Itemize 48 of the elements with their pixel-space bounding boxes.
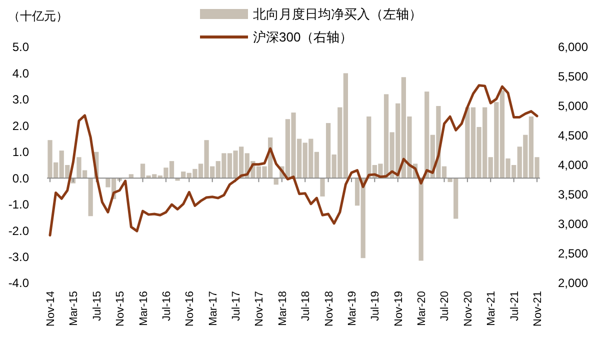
y2-tick-label: 5,500 [558,70,588,84]
x-tick-label: Jul-19 [370,291,382,321]
x-tick-label: Jul-17 [230,291,243,321]
x-tick-label: Mar-20 [416,291,428,326]
x-tick-label: Jul-16 [160,291,173,321]
y2-tick-label: 4,000 [558,158,588,172]
x-tick-label: Nov-18 [323,291,336,326]
x-tick-label: Jul-21 [508,291,521,321]
x-tick-label: Mar-16 [138,291,150,326]
line-series [48,84,538,236]
legend-label: 北向月度日均净买入（左轴） [253,6,422,22]
x-tick-label: Nov-14 [45,291,57,326]
y-tick-label: -4.0 [8,276,30,290]
x-tick-label: Nov-16 [184,291,196,326]
y2-tick-label: 6,000 [558,40,588,54]
bar [418,178,424,261]
y2-tick-label: 5,000 [558,99,588,114]
y-tick-label: -1.0 [8,198,30,212]
x-tick-label: Jul-18 [300,291,312,321]
x-tick-label: Mar-21 [486,291,498,326]
bar [88,178,93,216]
y2-tick-label: 4,500 [558,128,588,143]
y2-tick-label: 3,500 [558,188,588,202]
x-tick-label: Jul-20 [439,291,452,321]
y2-tick-label: 2,500 [558,246,588,261]
x-tick-label: Nov-19 [392,291,405,326]
y-tick-label: 3.0 [12,92,30,107]
x-tick-label: Nov-17 [254,291,266,326]
y-tick-label: -2.0 [8,224,30,238]
x-tick-label: Mar-18 [276,291,289,326]
bar [320,178,325,196]
y-tick-label: 1.0 [12,145,30,160]
y2-tick-label: 3,000 [558,217,588,232]
y-axis-title: （十亿元） [8,9,68,23]
x-tick-label: Nov-15 [114,291,127,326]
x-tick-label: Mar-17 [207,291,220,326]
legend-label: 沪深300（右轴） [253,30,353,45]
y-tick-label: 5.0 [12,40,30,54]
x-tick-label: Nov-21 [532,291,544,326]
y-tick-label: 0.0 [12,171,30,186]
x-tick-label: Nov-20 [462,291,474,326]
x-tick-label: Jul-15 [91,291,104,321]
y-tick-label: -3.0 [8,250,30,264]
x-tick-label: Mar-19 [346,291,358,326]
y2-tick-label: 2,000 [558,276,588,290]
x-tick-label: Mar-15 [68,291,80,326]
y-tick-label: 4.0 [12,66,30,80]
y-tick-label: 2.0 [12,118,30,133]
